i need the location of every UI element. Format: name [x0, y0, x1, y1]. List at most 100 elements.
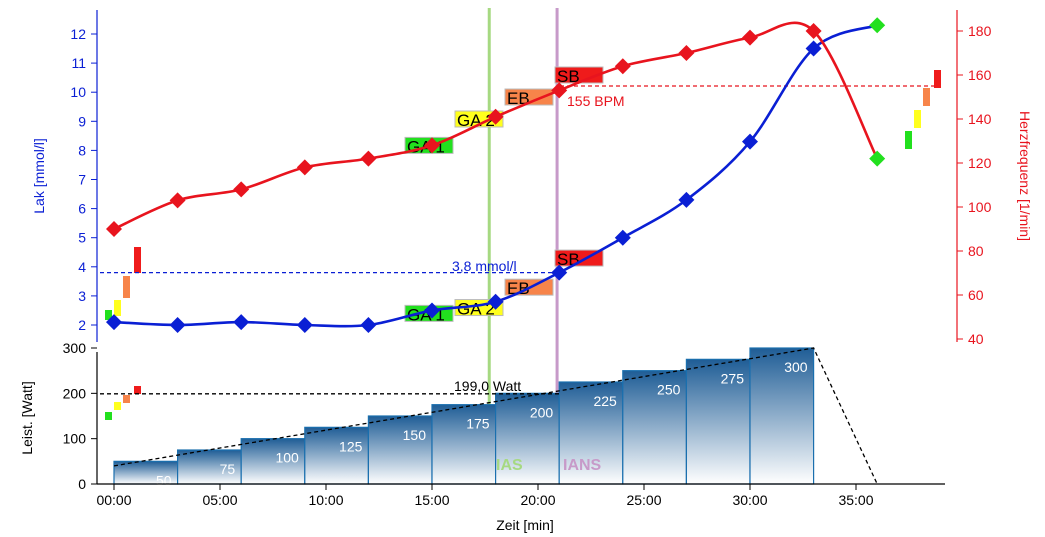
time-tick-label: 15:00: [414, 492, 449, 508]
lactate-zone-scale: [105, 310, 112, 320]
lactate-threshold-label: 3,8 mmol/l: [452, 258, 517, 274]
hr-tick-label: 60: [968, 287, 984, 303]
lactate-tick-label: 2: [78, 317, 86, 333]
lactate-zone-label: EB: [507, 279, 530, 298]
data-points: [106, 17, 886, 333]
tick-labels: 2 3 4 5 6 7 8 9 10 11 12 40 60 80 100 120 140 160 180 0 100 2…: [63, 23, 992, 508]
hr-point: [106, 221, 122, 237]
lactate-zone-block: [554, 249, 604, 267]
lactate-point: [360, 317, 377, 333]
hr-point: [360, 150, 377, 167]
lactate-tick-label: 12: [70, 26, 86, 42]
time-tick-label: 35:00: [838, 492, 873, 508]
lactate-point: [805, 40, 822, 57]
power-tick-label: 100: [63, 431, 87, 447]
power-bar-label: 75: [220, 461, 236, 477]
lactate-point: [869, 17, 886, 34]
lactate-tick-label: 7: [78, 172, 86, 188]
power-tick-label: 200: [63, 385, 87, 401]
power-bar: [431, 404, 497, 485]
power-bar-label: 100: [275, 450, 299, 466]
power-bar-label: 150: [403, 427, 427, 443]
power-bar-label: 200: [530, 404, 554, 420]
hr-tick-label: 160: [968, 67, 992, 83]
power-zone-scale: [114, 402, 121, 410]
time-tick-label: 25:00: [626, 492, 661, 508]
lactate-point: [678, 191, 695, 208]
lactate-point: [424, 302, 440, 319]
lactate-zone-scale: [123, 276, 130, 298]
power-bar: [622, 370, 687, 485]
hr-zone-label: GA 2: [457, 111, 495, 130]
lactate-tick-label: 9: [78, 113, 86, 129]
heart-rate-axis-title: Herzfrequenz [1/min]: [1017, 111, 1033, 241]
lactate-tick-label: 8: [78, 142, 86, 158]
lactate-tick-label: 6: [78, 201, 86, 217]
power-bar: [304, 426, 369, 485]
power-bar: [749, 347, 815, 485]
hr-zone-block: [504, 88, 554, 106]
time-axis-title: Zeit [min]: [496, 517, 554, 533]
ias-label: IAS: [496, 457, 523, 474]
power-bar: [685, 358, 751, 485]
hr-point: [869, 150, 886, 167]
lactate-point: [106, 314, 122, 331]
ians-label: IANS: [563, 457, 602, 474]
hr-point: [424, 137, 440, 154]
lactate-line: [113, 24, 878, 328]
hr-point: [805, 23, 822, 39]
hr-zone-label: EB: [507, 89, 530, 108]
hr-point: [678, 45, 695, 61]
lactate-tick-label: 11: [71, 55, 86, 71]
power-trend-line: [113, 347, 878, 485]
power-bar-label: 275: [721, 370, 745, 386]
lactate-tick-label: 4: [78, 259, 86, 275]
hr-zone-label: SB: [557, 67, 580, 86]
power-axis-title: Leist. [Watt]: [19, 381, 35, 454]
lactate-zone-scale: [114, 300, 121, 316]
power-bar-label: 300: [784, 359, 808, 375]
lactate-point: [233, 314, 250, 331]
hr-point: [551, 82, 568, 99]
hr-tick-label: 40: [968, 331, 984, 347]
power-zone-scale: [105, 412, 112, 420]
time-tick-label: 10:00: [308, 492, 343, 508]
series-lines: [113, 21, 879, 328]
hr-point: [296, 159, 313, 176]
hr-zone-scale: [934, 70, 941, 88]
axes: [96, 10, 958, 485]
lactate-zone-scale: [134, 247, 141, 273]
power-bar-label: 50: [156, 472, 172, 488]
hr-point: [742, 29, 758, 46]
time-tick-label: 05:00: [202, 492, 237, 508]
power-bar-label: 225: [593, 393, 617, 409]
power-zone-scale: [123, 395, 130, 403]
lactate-point: [742, 133, 758, 150]
hr-tick-label: 100: [968, 199, 992, 215]
lactate-point: [551, 264, 568, 281]
hr-point: [487, 108, 504, 125]
lactate-point: [487, 293, 504, 310]
hr-tick-label: 80: [968, 243, 984, 259]
hr-zone-scale: [923, 88, 930, 106]
power-bar-label: 125: [339, 438, 363, 454]
hr-tick-label: 180: [968, 23, 992, 39]
hr-threshold-label: 155 BPM: [567, 93, 625, 109]
hr-point: [614, 58, 631, 75]
power-bar-label: 250: [657, 382, 681, 398]
hr-zone-scale: [914, 110, 921, 128]
hr-point: [169, 192, 186, 209]
lactate-axis-title: Lak [mmol/l]: [31, 138, 47, 213]
hr-tick-label: 120: [968, 155, 992, 171]
time-tick-label: 00:00: [96, 492, 131, 508]
power-zone-scale: [134, 386, 141, 394]
lactate-tick-label: 5: [78, 230, 86, 246]
lactate-point: [296, 317, 313, 333]
hr-point: [233, 181, 250, 198]
lactate-tick-label: 10: [70, 84, 86, 100]
hr-zone-scale: [905, 131, 912, 149]
power-tick-label: 300: [63, 340, 87, 356]
time-tick-label: 30:00: [732, 492, 767, 508]
hr-tick-label: 140: [968, 111, 992, 127]
